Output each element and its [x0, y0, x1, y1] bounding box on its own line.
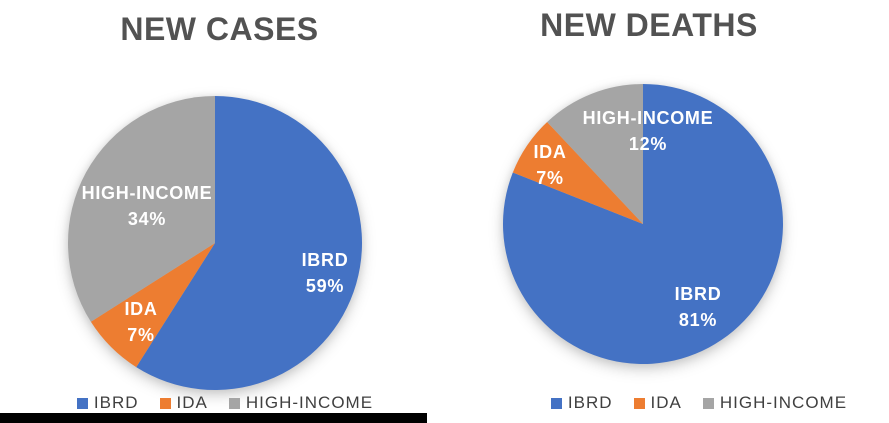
legend-swatch-high-income	[702, 397, 714, 409]
legend-swatch-ida	[159, 397, 171, 409]
slice-label-high-income: HIGH-INCOME 12%	[583, 108, 714, 154]
legend-item-high-income: HIGH-INCOME	[702, 393, 848, 413]
legend-swatch-high-income	[228, 397, 240, 409]
pie-chart-new-cases: IBRD 59% IDA 7% HIGH-INCOME 34%	[68, 96, 362, 390]
legend-item-ida: IDA	[159, 393, 208, 413]
slice-label-ida: IDA 7%	[124, 299, 157, 345]
legend-new-cases: IBRD IDA HIGH-INCOME	[75, 393, 375, 413]
legend-new-deaths: IBRD IDA HIGH-INCOME	[549, 393, 849, 413]
legend-swatch-ibrd	[550, 397, 562, 409]
chart-title-new-deaths: NEW DEATHS	[540, 7, 758, 43]
bottom-black-bar	[0, 413, 427, 423]
legend-item-ibrd: IBRD	[76, 393, 139, 413]
legend-label-ibrd: IBRD	[567, 393, 613, 412]
pie-slice-high-income	[68, 96, 215, 322]
legend-label-ida: IDA	[650, 393, 682, 412]
legend-item-ida: IDA	[633, 393, 682, 413]
legend-label-high-income: HIGH-INCOME	[245, 393, 374, 412]
pie-slice-ibrd	[503, 84, 783, 364]
pie-slice-ida	[512, 121, 643, 224]
slice-label-ida: IDA 7%	[533, 142, 566, 188]
legend-swatch-ida	[633, 397, 645, 409]
chart-title-new-cases: NEW CASES	[120, 11, 319, 47]
pie-slice-ibrd	[136, 96, 362, 390]
legend-item-ibrd: IBRD	[550, 393, 613, 413]
legend-label-ibrd: IBRD	[93, 393, 139, 412]
pie-chart-new-deaths: IBRD 81% IDA 7% HIGH-INCOME 12%	[503, 84, 783, 364]
slice-label-high-income: HIGH-INCOME 34%	[82, 183, 213, 229]
slice-label-ibrd: IBRD 81%	[675, 284, 722, 330]
legend-label-high-income: HIGH-INCOME	[719, 393, 848, 412]
pie-slice-high-income	[547, 84, 643, 224]
legend-swatch-ibrd	[76, 397, 88, 409]
slice-label-ibrd: IBRD 59%	[302, 250, 349, 296]
legend-label-ida: IDA	[176, 393, 208, 412]
legend-item-high-income: HIGH-INCOME	[228, 393, 374, 413]
pie-slice-ida	[90, 243, 215, 368]
